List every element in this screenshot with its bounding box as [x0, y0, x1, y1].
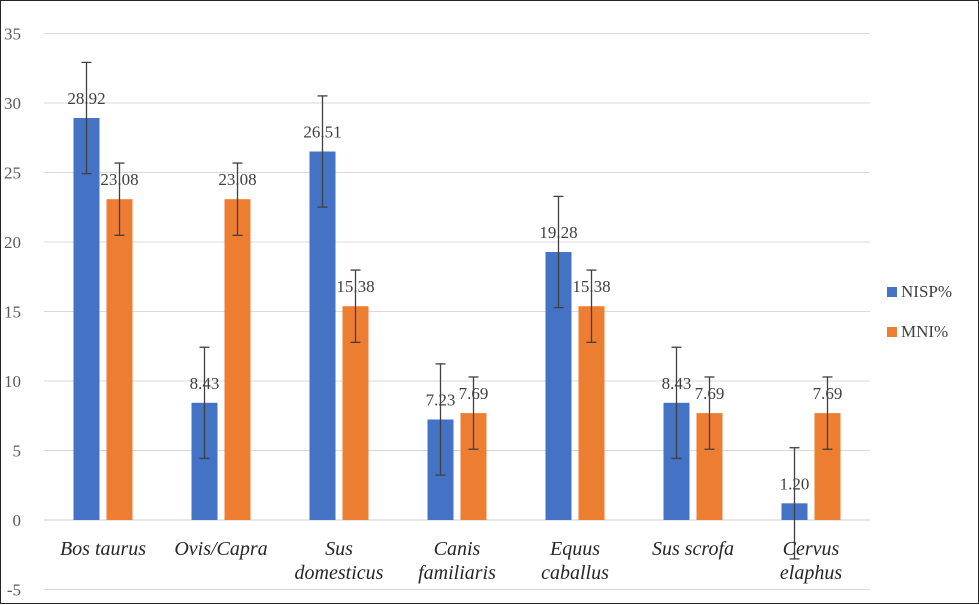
data-label: 15.38	[336, 277, 374, 296]
category-label: Canis familiaris	[418, 538, 496, 584]
legend-swatch	[887, 327, 897, 337]
legend-label: NISP%	[901, 282, 952, 301]
x-axis-category-labels: Bos taurus Ovis/Capra Sus domesticus Canis fa…	[60, 538, 842, 584]
gridlines	[44, 33, 870, 590]
y-tick-label: 35	[4, 25, 21, 44]
y-tick-label: 10	[4, 372, 21, 391]
data-label: 28.92	[67, 89, 105, 108]
y-tick-label: -5	[7, 581, 21, 600]
bar-mni	[106, 199, 133, 521]
data-label: 26.51	[303, 123, 341, 142]
category-label: Ovis/Capra	[174, 538, 267, 560]
legend-swatch	[887, 287, 897, 297]
y-tick-label: 5	[13, 442, 22, 461]
y-tick-label: 15	[4, 303, 21, 322]
legend-label: MNI%	[901, 322, 948, 341]
bar-mni	[224, 199, 251, 521]
bar-nisp	[309, 151, 336, 521]
category-label: Bos taurus	[60, 538, 146, 560]
y-tick-label: 30	[4, 94, 21, 113]
bars	[73, 118, 841, 521]
bar-nisp	[73, 118, 100, 521]
y-tick-label: 0	[13, 511, 22, 530]
legend: NISP% MNI%	[887, 282, 952, 341]
data-label: 7.23	[426, 391, 456, 410]
y-tick-label: 25	[4, 164, 21, 183]
data-label: 8.43	[662, 374, 692, 393]
category-label: Sus scrofa	[652, 538, 734, 560]
category-label: Equus caballus	[541, 538, 609, 584]
data-label: 19.28	[539, 223, 577, 242]
category-label: Cervus elaphus	[780, 538, 842, 584]
data-label: 8.43	[190, 374, 220, 393]
data-label: 7.69	[695, 384, 725, 403]
data-label: 7.69	[813, 384, 843, 403]
data-label: 23.08	[218, 170, 256, 189]
data-label: 23.08	[100, 170, 138, 189]
error-bars	[81, 61, 833, 560]
data-label: 15.38	[572, 277, 610, 296]
data-label: 1.20	[780, 474, 810, 493]
category-label: Sus domesticus	[295, 538, 384, 584]
y-axis-ticks: -5 0 5 10 15 20 25 30 35	[4, 25, 21, 600]
data-label: 7.69	[459, 384, 489, 403]
y-tick-label: 20	[4, 233, 21, 252]
